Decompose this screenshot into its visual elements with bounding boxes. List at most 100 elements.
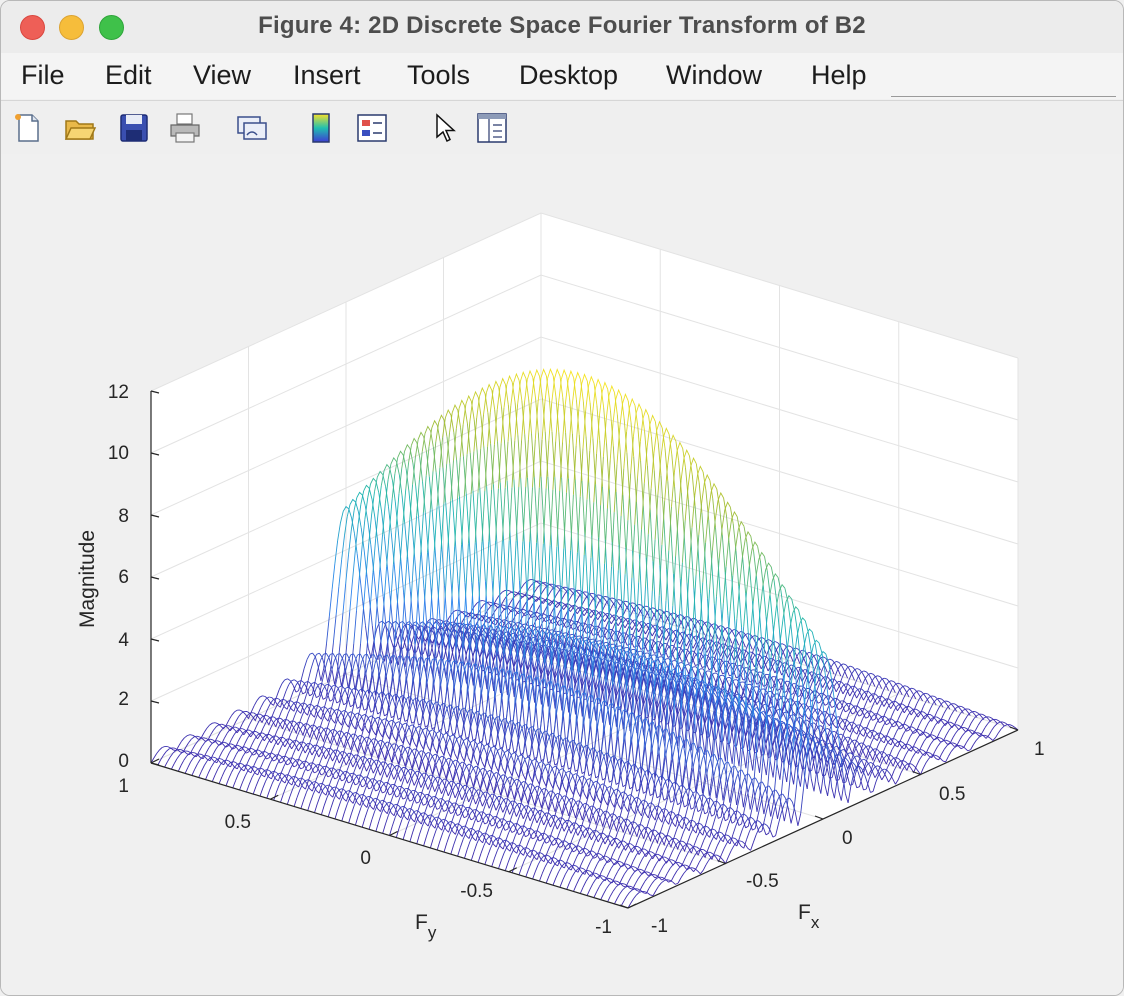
menu-edit[interactable]: Edit	[105, 60, 152, 90]
menu-insert[interactable]: Insert	[293, 60, 361, 90]
surface-mesh-line	[539, 645, 544, 655]
surface-mesh-line	[481, 615, 485, 617]
surface-mesh-line	[339, 685, 343, 688]
legend-icon[interactable]	[355, 111, 389, 145]
print-icon[interactable]	[168, 111, 202, 145]
surface-mesh-line	[367, 700, 372, 713]
surface-mesh-line	[223, 741, 228, 744]
surface-mesh-line	[286, 722, 293, 733]
menu-window[interactable]: Window	[666, 60, 763, 90]
surface-mesh-line	[322, 684, 326, 691]
surface-mesh-line	[637, 606, 641, 612]
surface-mesh-line	[357, 511, 362, 528]
surface-mesh-line	[461, 538, 466, 583]
title-bar[interactable]: Figure 4: 2D Discrete Space Fourier Tran…	[1, 1, 1123, 53]
save-icon[interactable]	[117, 111, 151, 145]
surface-mesh-line	[571, 621, 578, 625]
surface-mesh-line	[598, 612, 603, 618]
surface-mesh-line	[377, 654, 381, 657]
surface-mesh-line	[353, 610, 357, 644]
menu-tools[interactable]: Tools	[407, 60, 471, 90]
surface-mesh-line	[342, 583, 347, 614]
surface-mesh-line	[354, 674, 359, 690]
surface-mesh-line	[404, 443, 411, 452]
surface-mesh-line	[320, 654, 324, 661]
surface-mesh-line	[306, 726, 310, 732]
surface-mesh-line	[241, 775, 246, 783]
surface-mesh-line	[255, 779, 260, 787]
close-window-button[interactable]	[20, 15, 45, 40]
surface-mesh-line	[426, 625, 431, 660]
surface-mesh-line	[278, 754, 282, 757]
surface-mesh-line	[429, 471, 434, 510]
surface-mesh-line	[309, 695, 314, 706]
colorbar-icon[interactable]	[304, 111, 338, 145]
surface-mesh-line	[364, 714, 368, 717]
open-file-icon[interactable]	[63, 111, 97, 145]
surface-mesh-line	[330, 652, 334, 655]
menu-view[interactable]: View	[193, 60, 252, 90]
surface-mesh-line	[468, 611, 472, 618]
surface-mesh-line	[445, 502, 449, 543]
surface-mesh-line	[473, 641, 478, 653]
surface-mesh-line	[231, 763, 235, 768]
surface-mesh-line	[441, 627, 445, 631]
surface-plot[interactable]: 0 2 4 6 8 10 12 1 0.5 0 -0.5 -1 -1 -0.5 …	[1, 154, 1123, 995]
surface-mesh	[150, 368, 1019, 909]
surface-mesh-line	[413, 553, 418, 591]
surface-mesh-line	[638, 603, 642, 606]
surface-mesh-line	[434, 546, 439, 587]
pointer-icon[interactable]	[427, 111, 461, 145]
new-figure-icon[interactable]	[11, 111, 45, 145]
surface-mesh-line	[202, 755, 206, 757]
surface-mesh-line	[541, 597, 545, 600]
surface-mesh-line	[264, 696, 269, 700]
maximize-window-button[interactable]	[99, 15, 124, 40]
surface-mesh-line	[277, 772, 281, 775]
surface-mesh-line	[413, 680, 417, 707]
surface-mesh-line	[384, 711, 389, 724]
surface-mesh-line	[466, 421, 471, 455]
surface-mesh-line	[215, 745, 219, 750]
surface-mesh-line	[326, 691, 331, 702]
surface-mesh-line	[235, 749, 240, 755]
surface-mesh-line	[273, 764, 278, 772]
surface-mesh-line	[570, 607, 574, 612]
surface-mesh-line	[190, 752, 195, 757]
surface-mesh-line	[333, 738, 338, 746]
surface-mesh-line	[281, 741, 286, 748]
surface-mesh-line	[256, 754, 260, 760]
surface-mesh-line	[535, 616, 539, 622]
surface-mesh-line	[463, 665, 467, 684]
surface-mesh-line	[467, 626, 471, 668]
surface-mesh-line	[230, 734, 235, 741]
surface-mesh-line	[188, 739, 192, 744]
surface-mesh-line	[416, 770, 420, 773]
menu-help[interactable]: Help	[811, 60, 867, 90]
menu-desktop[interactable]: Desktop	[519, 60, 619, 90]
surface-mesh-line	[354, 740, 361, 754]
surface-mesh-line	[383, 566, 388, 606]
surface-mesh-line	[276, 719, 281, 724]
menu-file[interactable]: File	[21, 60, 65, 90]
surface-mesh-line	[293, 701, 297, 704]
surface-mesh-line	[282, 690, 287, 700]
surface-mesh-line	[228, 772, 232, 779]
surface-mesh-line	[196, 753, 200, 756]
surface-mesh-line	[219, 727, 224, 732]
surface-mesh-line	[231, 767, 235, 773]
surface-mesh-line	[277, 704, 281, 708]
menu-divider	[891, 96, 1116, 97]
menu-bar: File Edit View Insert Tools Desktop Wind…	[1, 53, 1123, 137]
link-plot-icon[interactable]	[235, 111, 269, 145]
minimize-window-button[interactable]	[59, 15, 84, 40]
surface-mesh-line	[344, 702, 348, 714]
surface-mesh-line	[446, 432, 450, 464]
surface-mesh-line	[211, 741, 215, 745]
surface-mesh-line	[288, 782, 293, 786]
property-inspector-icon[interactable]	[475, 111, 509, 145]
surface-mesh-line	[309, 693, 313, 697]
surface-mesh-line	[603, 632, 607, 639]
surface-mesh-line	[194, 740, 199, 745]
surface-mesh-line	[311, 749, 316, 756]
